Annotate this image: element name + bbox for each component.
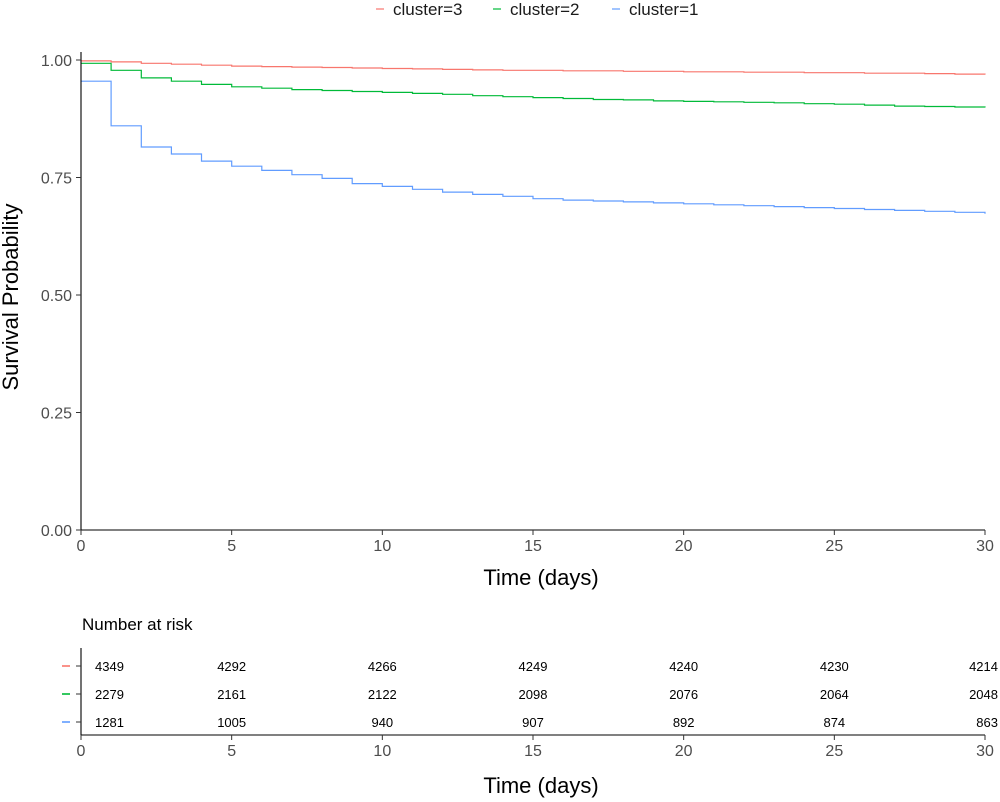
- risk-count: 4230: [820, 659, 849, 674]
- risk-x-tick-label: 30: [976, 743, 994, 760]
- risk-count: 2048: [969, 687, 998, 702]
- risk-count: 2161: [217, 687, 246, 702]
- risk-count: 940: [371, 715, 393, 730]
- x-axis-title: Time (days): [483, 565, 598, 590]
- risk-count: 1281: [95, 715, 124, 730]
- risk-x-tick-label: 5: [227, 743, 236, 760]
- risk-count: 2064: [820, 687, 849, 702]
- legend-label-2: cluster=2: [510, 0, 579, 19]
- risk-count: 4292: [217, 659, 246, 674]
- legend: cluster=3 cluster=2 cluster=1: [376, 0, 698, 19]
- risk-count: 4214: [969, 659, 998, 674]
- risk-count: 4249: [519, 659, 548, 674]
- x-tick-label: 25: [825, 538, 843, 555]
- x-tick-label: 20: [675, 538, 693, 555]
- risk-count: 2098: [519, 687, 548, 702]
- risk-x-tick-label: 15: [524, 743, 542, 760]
- y-axis-title: Survival Probability: [0, 203, 23, 390]
- y-tick-label: 0.00: [41, 523, 72, 540]
- risk-count: 2076: [669, 687, 698, 702]
- survival-curve-cluster-1: [81, 80, 986, 214]
- x-tick-label: 0: [77, 538, 86, 555]
- risk-table-rows: 4349 4292 4266 4249 4240 4230 4214 2279 2161 2122…: [62, 659, 998, 730]
- y-tick-label: 1.00: [41, 53, 72, 70]
- legend-label-3: cluster=1: [629, 0, 698, 19]
- risk-count: 4349: [95, 659, 124, 674]
- risk-x-tick-label: 0: [77, 743, 86, 760]
- survival-plot: 0.00 0.25 0.50 0.75 1.00 0 5 10 15 20 25 30 Time (d…: [0, 52, 994, 590]
- x-tick-label: 15: [524, 538, 542, 555]
- risk-count: 907: [522, 715, 544, 730]
- risk-count: 1005: [217, 715, 246, 730]
- survival-curves: [81, 60, 986, 214]
- risk-x-tick-label: 25: [825, 743, 843, 760]
- x-tick-label: 5: [227, 538, 236, 555]
- y-tick-label: 0.25: [41, 406, 72, 423]
- risk-count: 2279: [95, 687, 124, 702]
- main-axes: 0.00 0.25 0.50 0.75 1.00 0 5 10 15 20 25 30: [41, 52, 994, 555]
- x-tick-label: 30: [976, 538, 994, 555]
- risk-x-tick-label: 20: [675, 743, 693, 760]
- risk-x-tick-label: 10: [373, 743, 391, 760]
- y-tick-label: 0.50: [41, 288, 72, 305]
- y-tick-label: 0.75: [41, 171, 72, 188]
- risk-count: 863: [976, 715, 998, 730]
- legend-label-1: cluster=3: [393, 0, 462, 19]
- risk-count: 892: [673, 715, 695, 730]
- x-tick-label: 10: [373, 538, 391, 555]
- risk-count: 4266: [368, 659, 397, 674]
- survival-curve-cluster-2: [81, 62, 986, 108]
- risk-count: 874: [823, 715, 845, 730]
- risk-count: 4240: [669, 659, 698, 674]
- survival-curve-cluster-3: [81, 60, 986, 75]
- risk-table-title: Number at risk: [82, 615, 193, 634]
- risk-table-axes: 0 5 10 15 20 25 30: [76, 648, 994, 760]
- risk-count: 2122: [368, 687, 397, 702]
- risk-x-axis-title: Time (days): [483, 773, 598, 798]
- risk-table: Number at risk 4349 4292 4266 4249 4240 4230 4…: [62, 615, 998, 798]
